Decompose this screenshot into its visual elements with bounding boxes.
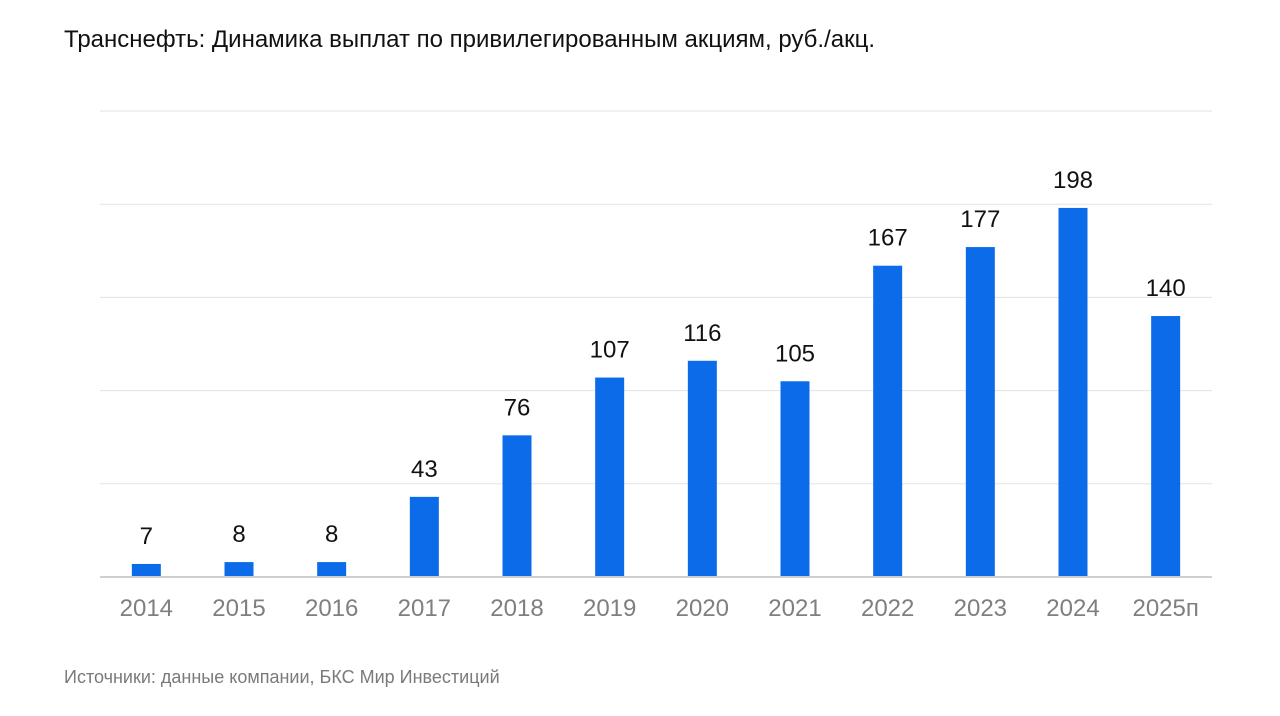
bar-2014 [131, 563, 161, 577]
x-tick-label-2016: 2016 [305, 595, 358, 622]
bar-2024 [1058, 207, 1088, 578]
data-label-2020: 116 [683, 320, 721, 347]
data-label-2025п: 140 [1146, 275, 1186, 302]
x-tick-label-2023: 2023 [954, 595, 1007, 622]
data-label-2015: 8 [232, 521, 245, 548]
x-tick-label-2014: 2014 [120, 595, 173, 622]
bar-series [131, 207, 1181, 578]
x-tick-labels: 2014 2015 2016 2017 2018 2019 2020 2021 2022 2023… [120, 595, 1199, 622]
x-tick-label-2017: 2017 [398, 595, 451, 622]
bar-2016 [317, 562, 347, 577]
gridlines [100, 110, 1212, 485]
bar-2018 [502, 435, 532, 577]
x-tick-label-2021: 2021 [768, 595, 821, 622]
data-label-2014: 7 [140, 523, 153, 550]
chart-title: Транснефть: Динамика выплат по привилеги… [64, 26, 876, 53]
data-label-2019: 107 [590, 337, 630, 364]
x-tick-label-2015: 2015 [212, 595, 265, 622]
x-tick-label-2024: 2024 [1046, 595, 1099, 622]
x-tick-label-2025п: 2025п [1132, 595, 1198, 622]
bar-2025п [1151, 316, 1181, 577]
x-tick-label-2018: 2018 [490, 595, 543, 622]
x-tick-label-2022: 2022 [861, 595, 914, 622]
data-label-2017: 43 [411, 456, 438, 483]
bar-2015 [224, 562, 254, 577]
data-label-2024: 198 [1053, 167, 1093, 194]
data-labels: 7 8 8 43 76 107 116 105 167 177 198 140 [140, 167, 1186, 550]
bar-2023 [965, 247, 995, 577]
x-tick-label-2019: 2019 [583, 595, 636, 622]
data-label-2022: 167 [868, 225, 908, 252]
source-note: Источники: данные компании, БКС Мир Инве… [64, 667, 500, 687]
bar-2017 [409, 496, 439, 577]
x-tick-label-2020: 2020 [676, 595, 729, 622]
data-label-2023: 177 [960, 206, 1000, 233]
bar-2020 [687, 360, 717, 577]
data-label-2018: 76 [504, 394, 531, 421]
bar-2022 [873, 265, 903, 577]
data-label-2021: 105 [775, 340, 815, 367]
data-label-2016: 8 [325, 521, 338, 548]
bar-2021 [780, 381, 810, 577]
bar-2019 [595, 377, 625, 577]
